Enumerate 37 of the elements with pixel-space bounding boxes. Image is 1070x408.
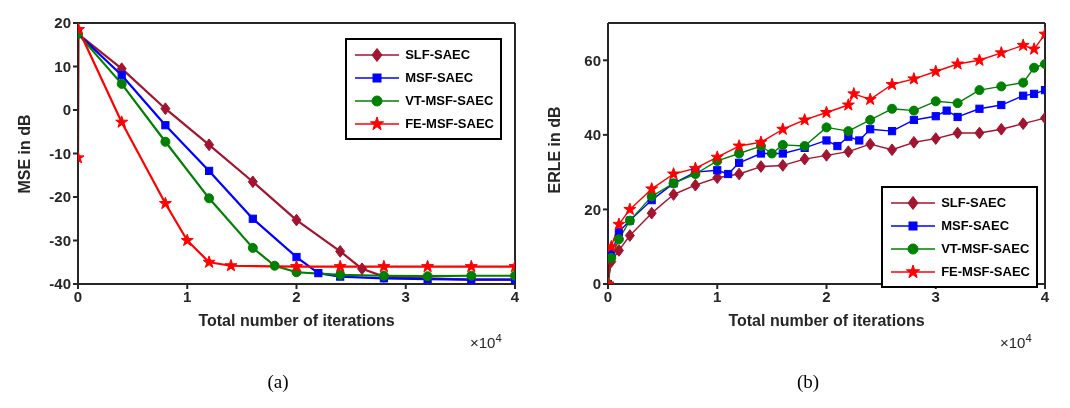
x-axis-title: Total number of iterations bbox=[728, 312, 925, 329]
legend-label: SLF-SAEC bbox=[405, 47, 471, 62]
y-tick-label: -40 bbox=[49, 275, 71, 293]
y-tick-label: 0 bbox=[592, 275, 601, 293]
y-tick-label: 20 bbox=[584, 200, 601, 218]
x-tick-label: 2 bbox=[292, 287, 301, 305]
x-axis-title: Total number of iterations bbox=[198, 312, 395, 329]
x-tick-label: 3 bbox=[401, 287, 410, 305]
y-axis-title: ERLE in dB bbox=[545, 106, 563, 194]
legend-label: MSF-SAEC bbox=[941, 218, 1010, 233]
text: (a) bbox=[267, 371, 289, 393]
x-tick-label: 1 bbox=[713, 287, 722, 305]
y-tick-label: -10 bbox=[49, 144, 71, 162]
text: ×10$^{4}$ bbox=[470, 332, 502, 351]
legend-label: FE-MSF-SAEC bbox=[941, 264, 1030, 279]
y-tick-label: 0 bbox=[62, 101, 71, 119]
x-tick-label: 1 bbox=[183, 287, 192, 305]
y-tick-label: 10 bbox=[54, 57, 71, 75]
x-tick-label: 2 bbox=[822, 287, 831, 305]
legend-label: SLF-SAEC bbox=[941, 195, 1007, 210]
text: ×10$^{4}$ bbox=[1000, 332, 1032, 351]
y-tick-label: 40 bbox=[584, 126, 601, 144]
x-tick-label: 3 bbox=[931, 287, 940, 305]
x-tick-label: 0 bbox=[73, 287, 83, 305]
legend-label: MSF-SAEC bbox=[405, 70, 474, 85]
x-tick-label: 4 bbox=[1040, 287, 1050, 305]
legend-label: VT-MSF-SAEC bbox=[405, 93, 494, 108]
x-tick-label: 0 bbox=[603, 287, 613, 305]
y-axis-title: MSE in dB bbox=[15, 114, 33, 194]
text: (b) bbox=[796, 371, 820, 393]
y-tick-label: -20 bbox=[49, 188, 71, 206]
x-tick-label: 4 bbox=[510, 287, 520, 305]
y-tick-label: 60 bbox=[584, 51, 601, 69]
legend-label: FE-MSF-SAEC bbox=[405, 116, 494, 131]
legend-label: VT-MSF-SAEC bbox=[941, 241, 1030, 256]
y-tick-label: -30 bbox=[49, 231, 71, 249]
y-tick-label: 20 bbox=[54, 14, 71, 32]
